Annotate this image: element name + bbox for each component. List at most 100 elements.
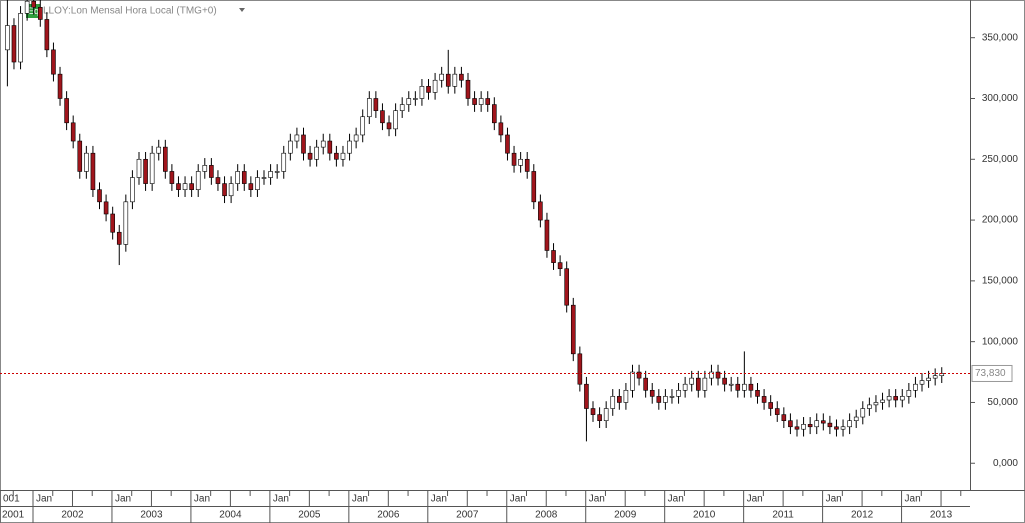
candle-body xyxy=(524,158,530,172)
x-year-label: 2003 xyxy=(140,510,163,521)
candle-body xyxy=(288,140,293,154)
candle-body xyxy=(241,171,247,184)
candle-body xyxy=(189,183,194,190)
candle-body xyxy=(584,383,589,409)
candle-body xyxy=(116,231,122,245)
x-year-label: 2002 xyxy=(61,510,84,521)
candle-body xyxy=(340,152,346,160)
y-tick-label: 150,000 xyxy=(982,276,1019,287)
candle-body xyxy=(465,79,471,99)
candle-body xyxy=(84,152,89,172)
candle-body xyxy=(136,158,142,178)
x-year-label: 2001 xyxy=(2,510,25,521)
candle-body xyxy=(538,201,543,221)
x-month-label: Jan xyxy=(273,494,289,505)
last-price-box xyxy=(971,364,1013,382)
dropdown-arrow[interactable] xyxy=(239,8,245,12)
candle-body xyxy=(130,177,135,203)
candle-body xyxy=(735,383,741,391)
candle-body xyxy=(445,73,451,87)
x-month-label: Jan xyxy=(115,494,131,505)
x-month-label: Jan xyxy=(510,494,526,505)
candle-body xyxy=(307,152,313,160)
candle-body xyxy=(419,86,425,99)
candle-body xyxy=(347,140,352,154)
candle-body xyxy=(544,219,550,251)
candle-body xyxy=(919,380,925,385)
candle-body xyxy=(37,6,43,20)
x-year-label: 2008 xyxy=(535,510,558,521)
chart-title[interactable]: LLOY:Lon Mensal Hora Local (TMG+0) xyxy=(43,6,217,17)
x-month-label: Jan xyxy=(589,494,605,505)
candle-body xyxy=(195,171,201,190)
candle-body xyxy=(880,399,885,403)
candle-body xyxy=(44,19,50,51)
candle-body xyxy=(774,408,780,415)
badge-icon xyxy=(26,4,40,18)
candle-body xyxy=(248,183,254,190)
candle-body xyxy=(149,152,155,184)
candle-body xyxy=(761,396,767,403)
candle-body xyxy=(623,389,629,403)
x-month-label: 001 xyxy=(3,494,20,505)
candle-body xyxy=(222,183,227,197)
candle-body xyxy=(334,152,339,160)
candle-body xyxy=(511,152,517,166)
candle-body xyxy=(893,396,898,401)
candle-body xyxy=(847,420,852,428)
candle-body xyxy=(268,171,273,178)
candle-body xyxy=(51,49,56,75)
candle-body xyxy=(413,98,418,100)
candle-body xyxy=(886,396,892,401)
candle-body xyxy=(570,304,576,355)
x-month-label: Jan xyxy=(747,494,763,505)
candle-body xyxy=(926,377,931,381)
candle-body xyxy=(742,383,747,391)
candle-body xyxy=(748,383,754,391)
candle-body xyxy=(452,73,458,87)
candle-body xyxy=(406,98,412,105)
candle-body xyxy=(689,377,695,385)
candle-body xyxy=(682,383,688,391)
candle-body xyxy=(853,416,859,421)
candle-body xyxy=(215,177,221,184)
candle-body xyxy=(399,104,405,111)
candle-body xyxy=(597,414,602,421)
candle-body xyxy=(630,371,635,391)
candle-body xyxy=(327,140,333,154)
candle-body xyxy=(873,402,879,406)
candle-body xyxy=(202,165,208,172)
candle-body xyxy=(472,98,477,105)
y-tick-label: 100,000 xyxy=(982,336,1019,347)
candle-body xyxy=(551,250,556,263)
candle-body xyxy=(617,396,622,403)
candle-body xyxy=(235,171,240,184)
candle-body xyxy=(840,426,846,430)
candle-body xyxy=(728,383,734,386)
candle-body xyxy=(794,426,800,430)
candle-body xyxy=(485,98,491,105)
candle-body xyxy=(380,110,385,124)
x-month-label: Jan xyxy=(36,494,52,505)
candle-body xyxy=(143,158,148,184)
candle-body xyxy=(656,396,662,403)
candle-body xyxy=(57,73,63,99)
candle-body xyxy=(913,383,918,391)
last-price-label: 73,830 xyxy=(975,368,1006,379)
candle-body xyxy=(695,377,701,391)
candle-body xyxy=(432,79,438,93)
x-year-label: 2012 xyxy=(851,510,874,521)
candle-body xyxy=(366,98,372,118)
x-year-label: 2011 xyxy=(772,510,794,521)
candle-body xyxy=(492,104,497,124)
candle-body xyxy=(505,134,510,154)
candle-body xyxy=(169,171,175,184)
x-year-label: 2005 xyxy=(298,510,321,521)
candle-body xyxy=(77,140,83,172)
x-year-label: 2010 xyxy=(693,510,716,521)
candle-body xyxy=(97,189,102,203)
candle-body xyxy=(176,183,181,190)
candle-body xyxy=(301,134,306,154)
x-year-label: 2006 xyxy=(377,510,400,521)
